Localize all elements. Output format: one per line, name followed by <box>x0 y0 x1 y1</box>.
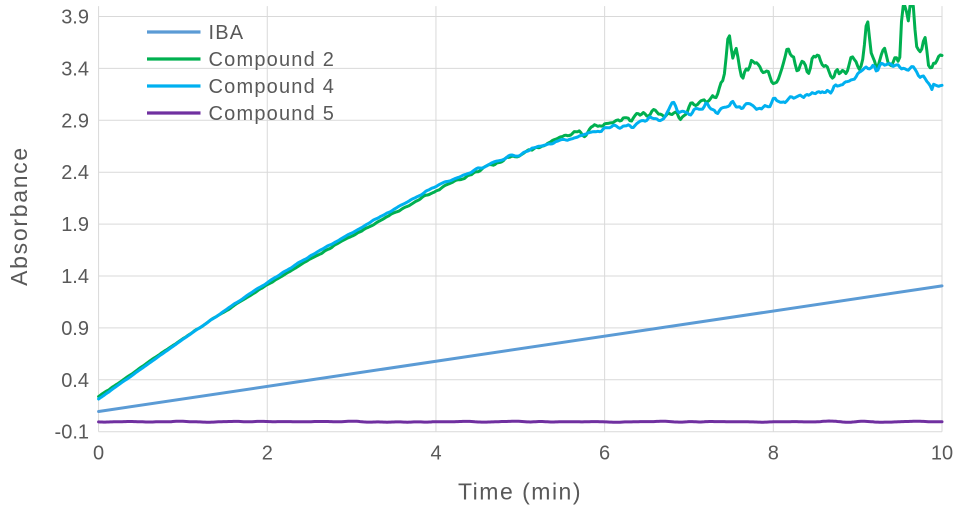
svg-text:6: 6 <box>599 443 610 465</box>
svg-text:2.4: 2.4 <box>61 162 89 184</box>
svg-text:10: 10 <box>931 443 953 465</box>
svg-text:4: 4 <box>430 443 441 465</box>
svg-text:-0.1: -0.1 <box>55 422 89 444</box>
svg-text:3.4: 3.4 <box>61 58 89 80</box>
svg-text:0.9: 0.9 <box>61 318 89 340</box>
svg-text:Compound 5: Compound 5 <box>209 103 336 125</box>
svg-text:0.4: 0.4 <box>61 370 89 392</box>
svg-text:Time (min): Time (min) <box>458 479 582 505</box>
svg-text:2: 2 <box>262 443 273 465</box>
svg-text:Absorbance: Absorbance <box>6 146 32 286</box>
svg-text:IBA: IBA <box>209 22 245 44</box>
svg-text:1.9: 1.9 <box>61 214 89 236</box>
svg-text:1.4: 1.4 <box>61 266 89 288</box>
svg-text:0: 0 <box>93 443 104 465</box>
svg-text:2.9: 2.9 <box>61 110 89 132</box>
svg-text:Compound 4: Compound 4 <box>209 76 336 98</box>
svg-text:Compound 2: Compound 2 <box>209 49 336 71</box>
svg-text:3.9: 3.9 <box>61 7 89 29</box>
svg-text:8: 8 <box>768 443 779 465</box>
